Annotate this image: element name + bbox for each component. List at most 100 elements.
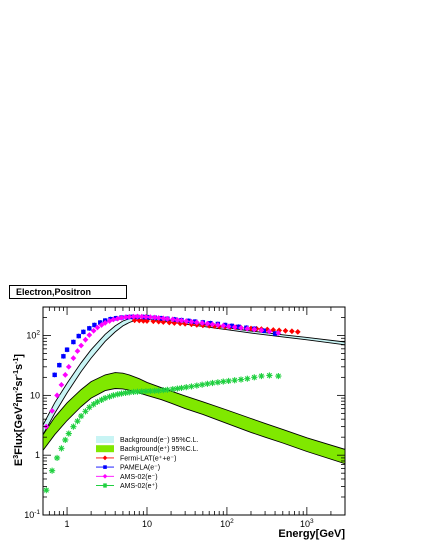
data-point-2-1 [49,408,55,414]
data-point-3-7 [74,418,81,425]
y-axis-label: E3Flux[GeV2m-2sr-1s-1] [13,354,25,466]
data-point-1-27 [208,320,213,326]
data-point-0-28 [282,327,289,334]
data-point-2-46 [258,327,265,334]
data-point-1-0 [52,372,57,378]
data-point-3-28 [160,387,167,394]
data-point-3-33 [183,384,190,391]
data-point-0-23 [253,325,260,332]
data-point-2-23 [138,313,145,320]
data-point-2-9 [82,336,89,343]
data-point-3-47 [266,372,273,379]
data-point-2-36 [199,320,206,326]
data-point-0-27 [276,327,283,334]
data-point-2-26 [151,314,158,321]
data-point-3-0 [43,487,50,494]
legend: Background(e⁻) 95%C.L. Background(e⁺) 95%… [96,436,198,490]
data-point-3-40 [220,378,227,385]
data-point-3-21 [130,388,137,396]
data-point-2-41 [225,323,232,330]
data-point-2-42 [231,324,238,331]
data-point-0-4 [150,318,157,325]
data-point-3-3 [58,445,65,452]
data-point-3-9 [82,408,89,415]
x-tick-label: 1 [65,519,70,529]
data-point-3-41 [225,377,232,385]
data-point-2-39 [214,322,221,328]
y-tick-label: 1 [35,450,40,460]
x-tick-label: 103 [300,518,314,529]
data-point-1-3 [64,347,70,352]
data-point-3-32 [178,384,185,392]
data-point-1-34 [261,328,267,334]
data-point-3-13 [98,396,105,403]
legend-label-3: PAMELA(e⁻) [120,465,160,472]
data-point-2-48 [275,330,282,336]
data-point-3-17 [114,391,121,398]
data-point-3-29 [164,386,171,393]
data-point-2-33 [183,318,190,325]
data-point-2-27 [155,315,162,321]
legend-marker-4 [102,473,108,479]
data-point-2-17 [114,315,121,322]
data-point-3-14 [102,395,109,402]
data-point-2-40 [220,322,227,329]
data-point-3-1 [49,467,56,474]
data-point-3-23 [138,388,145,395]
legend-swatch-0 [96,436,114,443]
data-point-2-44 [244,325,251,332]
data-point-1-1 [57,362,62,368]
data-point-0-3 [144,318,150,324]
data-point-2-32 [178,317,185,324]
legend-label-5: AMS-02(e⁺) [120,483,158,490]
data-point-2-3 [58,381,65,388]
data-point-0-10 [182,320,188,327]
legend-label-4: AMS-02(e⁻) [120,474,158,481]
data-point-3-4 [62,436,69,443]
data-point-2-43 [238,325,244,331]
data-point-3-2 [53,454,61,461]
data-point-2-15 [106,318,113,324]
data-point-3-42 [231,377,238,384]
data-point-3-46 [258,373,265,380]
data-point-3-26 [151,387,158,394]
chart-title: Electron,Positron [9,285,127,299]
data-point-2-8 [78,342,84,349]
data-point-3-19 [122,389,129,396]
data-point-3-36 [199,381,206,388]
legend-marker-3 [103,465,107,469]
data-point-0-14 [206,322,213,329]
data-point-3-11 [90,401,97,408]
data-point-2-16 [110,316,117,323]
data-point-1-9 [98,320,103,325]
data-point-1-11 [108,316,113,322]
data-point-3-12 [94,398,101,405]
y-tick-label: 10 [30,390,40,400]
y-tick-label: 102 [26,330,40,341]
band-1 [43,372,345,465]
data-point-3-30 [169,386,176,393]
data-point-1-8 [92,322,97,328]
data-point-3-27 [155,387,162,394]
data-point-0-0 [131,317,138,324]
data-point-2-14 [102,319,109,326]
data-point-0-2 [140,317,147,324]
data-point-3-39 [214,379,221,386]
data-point-3-45 [251,374,258,381]
data-point-3-48 [275,373,282,380]
data-point-0-1 [136,317,143,324]
data-point-0-30 [294,329,301,335]
legend-label-2: Fermi-LAT(e⁺+e⁻) [120,455,176,462]
data-point-1-6 [81,329,86,335]
x-tick-label: 102 [220,518,234,529]
data-point-2-25 [147,314,154,321]
data-point-2-4 [62,372,69,378]
data-point-2-47 [266,328,273,335]
data-point-2-21 [130,313,137,320]
data-point-3-34 [188,383,195,390]
data-point-1-31 [236,324,241,329]
data-point-3-35 [193,382,200,389]
x-axis-label: Energy[GeV] [278,528,345,540]
legend-label-1: Background(e⁺) 95%C.L. [120,446,198,453]
